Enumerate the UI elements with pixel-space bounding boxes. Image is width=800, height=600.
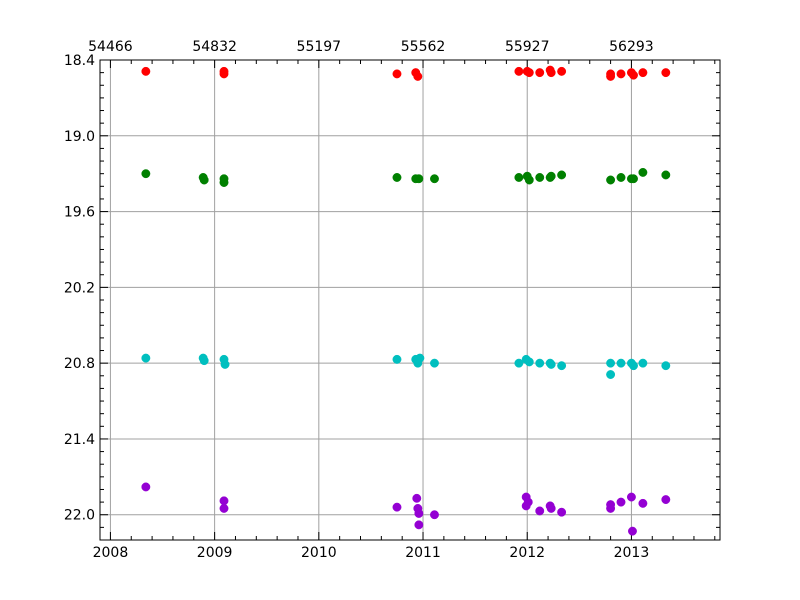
y-tick-label: 21.4 (64, 432, 95, 448)
x-tick-label: 2010 (301, 545, 337, 561)
data-point-series-4 (414, 520, 424, 530)
data-point-series-1 (535, 68, 545, 78)
data-point-series-2 (392, 173, 402, 182)
data-point-series-3 (392, 354, 402, 364)
y-axis-tick-labels: 18.4 19.0 19.6 20.2 20.8 21.4 22.0 (64, 53, 95, 524)
data-point-series-2 (557, 170, 567, 180)
data-point-series-1 (557, 66, 567, 76)
data-points (141, 65, 671, 536)
data-point-series-1 (219, 69, 229, 79)
data-point-series-2 (661, 170, 671, 180)
x-tick-label: 2009 (197, 545, 233, 561)
data-point-series-3 (606, 370, 616, 379)
data-point-series-2 (414, 174, 424, 184)
data-point-series-4 (535, 506, 545, 516)
data-point-series-4 (141, 482, 151, 492)
data-point-series-3 (514, 358, 524, 368)
data-point-series-4 (626, 492, 636, 502)
x-tick-label: 2008 (93, 545, 129, 561)
data-point-series-2 (524, 175, 534, 185)
y-tick-label: 22.0 (64, 508, 95, 524)
data-point-series-2 (430, 174, 439, 184)
y-tick-label: 20.2 (64, 280, 95, 296)
data-point-series-3 (557, 361, 567, 371)
data-point-series-4 (557, 507, 567, 517)
data-point-series-3 (616, 358, 626, 368)
data-point-series-4 (219, 503, 229, 513)
data-point-series-1 (606, 71, 616, 81)
data-point-series-4 (661, 495, 671, 505)
y-tick-label: 18.4 (64, 53, 95, 69)
data-point-series-4 (414, 509, 424, 518)
data-point-series-3 (220, 359, 230, 369)
data-point-series-2 (535, 173, 545, 182)
x-tick-label: 2012 (509, 545, 545, 561)
x-tick-label: 2013 (614, 545, 650, 561)
data-point-series-3 (546, 359, 556, 369)
data-point-series-4 (546, 503, 556, 513)
data-point-series-4 (430, 510, 439, 520)
data-point-series-4 (392, 502, 402, 512)
top-tick-label: 56293 (609, 39, 654, 55)
data-point-series-1 (638, 68, 648, 78)
top-tick-label: 55562 (401, 39, 446, 55)
top-tick-label: 54832 (192, 39, 237, 55)
y-tick-label: 19.0 (64, 129, 95, 145)
data-point-series-2 (514, 173, 524, 182)
data-point-series-1 (661, 68, 671, 78)
data-point-series-1 (546, 68, 556, 78)
top-tick-label: 55927 (505, 39, 550, 55)
data-point-series-3 (629, 361, 638, 371)
data-point-series-2 (606, 175, 616, 185)
data-point-series-1 (413, 71, 423, 81)
data-point-series-3 (415, 353, 425, 363)
data-point-series-2 (546, 171, 556, 181)
data-point-series-3 (141, 353, 151, 363)
data-point-series-3 (638, 358, 648, 368)
data-point-series-1 (524, 68, 534, 78)
data-point-series-2 (219, 178, 229, 187)
data-point-series-4 (628, 526, 637, 536)
y-tick-label: 20.8 (64, 356, 95, 372)
data-point-series-4 (412, 493, 422, 503)
top-tick-label: 55197 (297, 39, 342, 55)
y-tick-label: 19.6 (64, 205, 95, 221)
data-point-series-1 (616, 69, 626, 79)
data-point-series-1 (629, 70, 638, 80)
data-point-series-1 (392, 69, 402, 79)
top-tick-label: 54466 (88, 39, 133, 55)
data-point-series-2 (629, 174, 638, 184)
minor-ticks (100, 60, 720, 540)
data-point-series-1 (514, 66, 524, 76)
data-point-series-4 (606, 503, 616, 513)
data-point-series-2 (616, 173, 626, 182)
x-tick-label: 2011 (405, 545, 441, 561)
data-point-series-3 (199, 356, 209, 366)
major-ticks (100, 59, 720, 540)
data-point-series-4 (638, 498, 648, 508)
grid-lines (100, 59, 720, 540)
top-axis-tick-labels: 54466 54832 55197 55562 55927 56293 (88, 39, 654, 55)
data-point-series-2 (199, 175, 209, 185)
plot-area-frame (99, 59, 721, 541)
data-point-series-3 (661, 361, 671, 371)
data-point-series-2 (638, 167, 648, 177)
data-point-series-2 (141, 169, 151, 179)
data-point-series-4 (219, 496, 229, 506)
data-point-series-1 (141, 66, 151, 76)
data-point-series-3 (524, 357, 534, 367)
data-point-series-3 (606, 358, 616, 368)
data-point-series-4 (523, 497, 533, 507)
data-point-series-3 (430, 358, 439, 368)
data-point-series-3 (535, 358, 545, 368)
x-axis-tick-labels: 2008 2009 2010 2011 2012 2013 (93, 545, 650, 561)
data-point-series-4 (616, 497, 626, 507)
